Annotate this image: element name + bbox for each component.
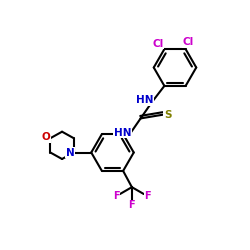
Text: HN: HN (136, 95, 154, 105)
Text: F: F (128, 200, 135, 210)
Text: N: N (66, 148, 74, 158)
Text: F: F (113, 191, 119, 201)
Text: O: O (42, 132, 50, 142)
Text: Cl: Cl (152, 38, 164, 48)
Text: S: S (164, 110, 171, 120)
Text: Cl: Cl (182, 37, 194, 47)
Text: HN: HN (114, 128, 131, 138)
Text: F: F (144, 191, 151, 201)
